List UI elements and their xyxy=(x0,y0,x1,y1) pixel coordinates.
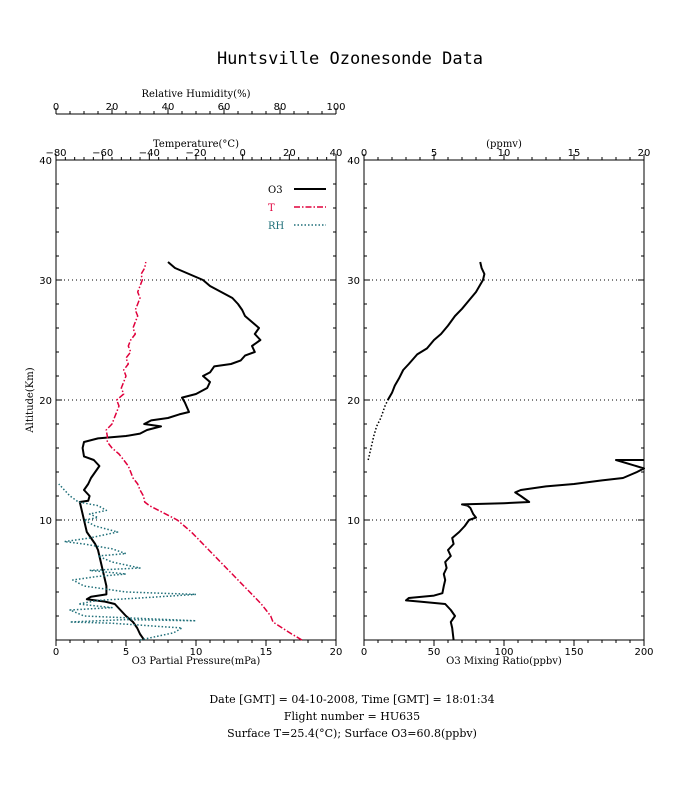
o3-partial-pressure-axis-label: O3 Partial Pressure(mPa) xyxy=(132,656,261,667)
relative-humidity-axis-label: Relative Humidity(%) xyxy=(142,89,251,100)
x-tick-label: 15 xyxy=(568,148,581,159)
x-tick-label: 15 xyxy=(260,647,273,658)
legend-label-o3: O3 xyxy=(268,185,283,196)
footer-flight-number: Flight number = HU635 xyxy=(284,710,420,723)
x-tick-label: 0 xyxy=(53,102,59,113)
x-tick-label: 50 xyxy=(428,647,441,658)
x-tick-label: −60 xyxy=(92,148,113,159)
x-tick-label: 60 xyxy=(218,102,231,113)
x-tick-label: −80 xyxy=(45,148,66,159)
series-o3-ppbv xyxy=(405,459,645,641)
footer-surface-values: Surface T=25.4(°C); Surface O3=60.8(ppbv… xyxy=(227,727,477,740)
y-tick-label: 30 xyxy=(39,276,52,287)
y-tick-label: 20 xyxy=(39,396,52,407)
series-rh xyxy=(58,483,197,641)
series-o3-ppmv-lower xyxy=(367,392,393,461)
x-tick-label: 5 xyxy=(431,148,437,159)
series-t xyxy=(105,261,303,641)
legend-label-rh: RH xyxy=(268,221,285,232)
chart-title: Huntsville Ozonesonde Data xyxy=(217,49,483,69)
y-tick-label: 10 xyxy=(347,516,360,527)
footer-date-time: Date [GMT] = 04-10-2008, Time [GMT] = 18… xyxy=(209,693,494,706)
x-tick-label: 100 xyxy=(494,647,513,658)
y-tick-label: 30 xyxy=(347,276,360,287)
o3-mixing-ratio-axis-label: O3 Mixing Ratio(ppbv) xyxy=(446,656,562,667)
series-o3 xyxy=(78,261,262,641)
y-tick-label: 20 xyxy=(347,396,360,407)
x-tick-label: 40 xyxy=(330,148,343,159)
x-tick-label: −20 xyxy=(185,148,206,159)
y-tick-label: 40 xyxy=(39,156,52,167)
left-panel: 10 20 30 40 Altitude(Km) 0 5 10 15 20 O3 Partial P… xyxy=(25,89,346,667)
x-tick-label: 150 xyxy=(564,647,583,658)
x-tick-label: 100 xyxy=(326,102,345,113)
x-tick-label: 200 xyxy=(634,647,653,658)
x-tick-label: 20 xyxy=(106,102,119,113)
x-tick-label: 5 xyxy=(123,647,129,658)
x-tick-label: 0 xyxy=(53,647,59,658)
series-o3-ppmv-upper xyxy=(386,261,486,401)
x-tick-label: 10 xyxy=(498,148,511,159)
x-tick-label: 20 xyxy=(638,148,651,159)
y-tick-label: 40 xyxy=(347,156,360,167)
x-tick-label: 80 xyxy=(274,102,287,113)
x-tick-label: 20 xyxy=(283,148,296,159)
x-tick-label: 20 xyxy=(330,647,343,658)
x-tick-label: 0 xyxy=(239,148,245,159)
x-tick-label: −40 xyxy=(139,148,160,159)
ppmv-axis-label: (ppmv) xyxy=(486,139,522,150)
x-tick-label: 10 xyxy=(190,647,203,658)
x-tick-label: 0 xyxy=(361,647,367,658)
legend-label-t: T xyxy=(268,203,275,214)
x-tick-label: 40 xyxy=(162,102,175,113)
y-axis-label: Altitude(Km) xyxy=(25,367,36,433)
x-tick-label: 0 xyxy=(361,148,367,159)
y-tick-label: 10 xyxy=(39,516,52,527)
temperature-axis-label: Temperature(°C) xyxy=(153,139,239,150)
